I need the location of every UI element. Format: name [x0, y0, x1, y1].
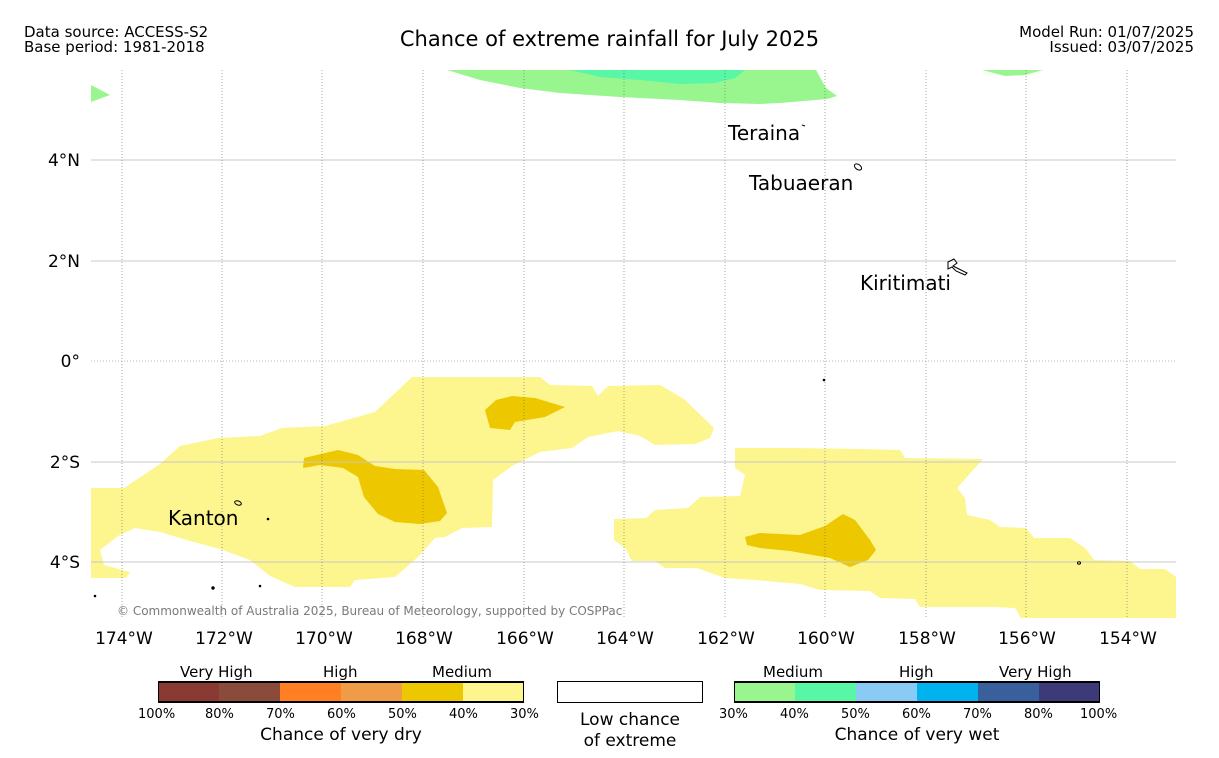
legend-wet-swatch-3 [856, 682, 917, 702]
legend-wet-tick-80: 80% [1024, 707, 1053, 722]
legend-dry-category-high: High [323, 663, 358, 681]
legend-wet-swatch-2 [795, 682, 856, 702]
legend-wet-swatch-5 [978, 682, 1039, 702]
data-source-label: Data source: ACCESS-S2 [24, 23, 209, 41]
island-small-1 [266, 517, 270, 521]
dry-medium-high-region-2 [485, 396, 565, 430]
lon-label-154w: 154°W [1099, 629, 1157, 649]
legend-dry-swatch-4 [341, 682, 402, 702]
legend-dry-swatch-1 [158, 682, 219, 702]
legend-low-chance-line2: of extreme [583, 731, 677, 751]
island-tabuaeran [853, 163, 863, 171]
lat-label-2s: 2°S [50, 453, 80, 473]
island-small-4 [93, 594, 97, 598]
legend-dry-tick-30: 30% [510, 707, 539, 722]
place-label-tabuaeran: Tabuaeran [748, 171, 853, 195]
legend-wet-swatch-6 [1039, 682, 1100, 702]
lon-label-162w: 162°W [697, 629, 755, 649]
lon-label-158w: 158°W [898, 629, 956, 649]
legend-dry-swatch-6 [463, 682, 524, 702]
lon-label-166w: 166°W [496, 629, 554, 649]
legend-dry-swatch-5 [402, 682, 463, 702]
legend-wet-tick-50: 50% [841, 707, 870, 722]
base-period-label: Base period: 1981-2018 [24, 38, 205, 56]
legend-dry-swatch-3 [280, 682, 341, 702]
wet-medium-region-ne [982, 70, 1043, 76]
legend-low-chance-line1: Low chance [580, 710, 680, 730]
lat-label-4n: 4°N [48, 151, 80, 171]
island-small-6 [1077, 561, 1081, 565]
legend-wet-tick-100: 100% [1080, 707, 1118, 722]
legend-dry-tick-60: 60% [327, 707, 356, 722]
lon-label-164w: 164°W [596, 629, 654, 649]
lon-label-156w: 156°W [998, 629, 1056, 649]
legend-dry-tick-80: 80% [205, 707, 234, 722]
legend-wet-tick-60: 60% [902, 707, 931, 722]
dry-medium-region-east [614, 448, 1176, 618]
lat-label-equator: 0° [61, 352, 80, 372]
legend-dry-caption: Chance of very dry [260, 725, 422, 745]
lon-label-170w: 170°W [295, 629, 353, 649]
lon-label-172w: 172°W [195, 629, 253, 649]
lat-label-2n: 2°N [48, 252, 80, 272]
legend-dry-tick-50: 50% [388, 707, 417, 722]
map-area [91, 70, 1176, 618]
lon-label-168w: 168°W [395, 629, 453, 649]
legend-wet-category-very-high: Very High [999, 663, 1072, 681]
wet-medium-region [447, 70, 837, 104]
place-label-teraina: Teraina [727, 121, 800, 145]
legend-low-chance-swatch [557, 681, 703, 703]
lat-label-4s: 4°S [50, 553, 80, 573]
legend-dry-tick-40: 40% [449, 707, 478, 722]
lon-label-160w: 160°W [797, 629, 855, 649]
wet-medium-region-small [91, 85, 110, 102]
copyright-credit: © Commonwealth of Australia 2025, Bureau… [117, 604, 622, 618]
island-kanton [234, 500, 242, 506]
island-small-2 [211, 586, 215, 590]
issued-label: Issued: 03/07/2025 [1049, 38, 1194, 56]
islands [93, 124, 1081, 598]
place-label-kanton: Kanton [168, 506, 238, 530]
legend-dry-tick-70: 70% [266, 707, 295, 722]
legend-dry-swatch-2 [219, 682, 280, 702]
map-title: Chance of extreme rainfall for July 2025 [399, 27, 820, 51]
lon-label-174w: 174°W [95, 629, 153, 649]
island-teraina [801, 124, 806, 127]
legend-wet-tick-70: 70% [963, 707, 992, 722]
legend-wet-category-high: High [899, 663, 934, 681]
island-kiritimati [947, 258, 968, 276]
island-small-3 [258, 584, 262, 588]
legend-dry-tick-100: 100% [138, 707, 176, 722]
legend-wet-tick-40: 40% [780, 707, 809, 722]
legend-wet-category-medium: Medium [763, 663, 823, 681]
legend-wet-swatch-1 [734, 682, 795, 702]
place-label-kiritimati: Kiritimati [860, 271, 951, 295]
wet-medium-high-region [570, 70, 745, 84]
dry-medium-high-region-3 [745, 514, 876, 567]
legend-dry-category-very-high: Very High [180, 663, 253, 681]
island-small-5 [822, 378, 826, 382]
legend-dry-category-medium: Medium [432, 663, 492, 681]
legend-wet-tick-30: 30% [719, 707, 748, 722]
dry-medium-high-region-1 [303, 450, 447, 524]
legend-wet-caption: Chance of very wet [834, 725, 1000, 745]
model-run-label: Model Run: 01/07/2025 [1019, 23, 1194, 41]
legend-wet-swatch-4 [917, 682, 978, 702]
graticule [91, 70, 1176, 618]
legend-low-chance-label: Low chance of extreme [557, 710, 703, 752]
